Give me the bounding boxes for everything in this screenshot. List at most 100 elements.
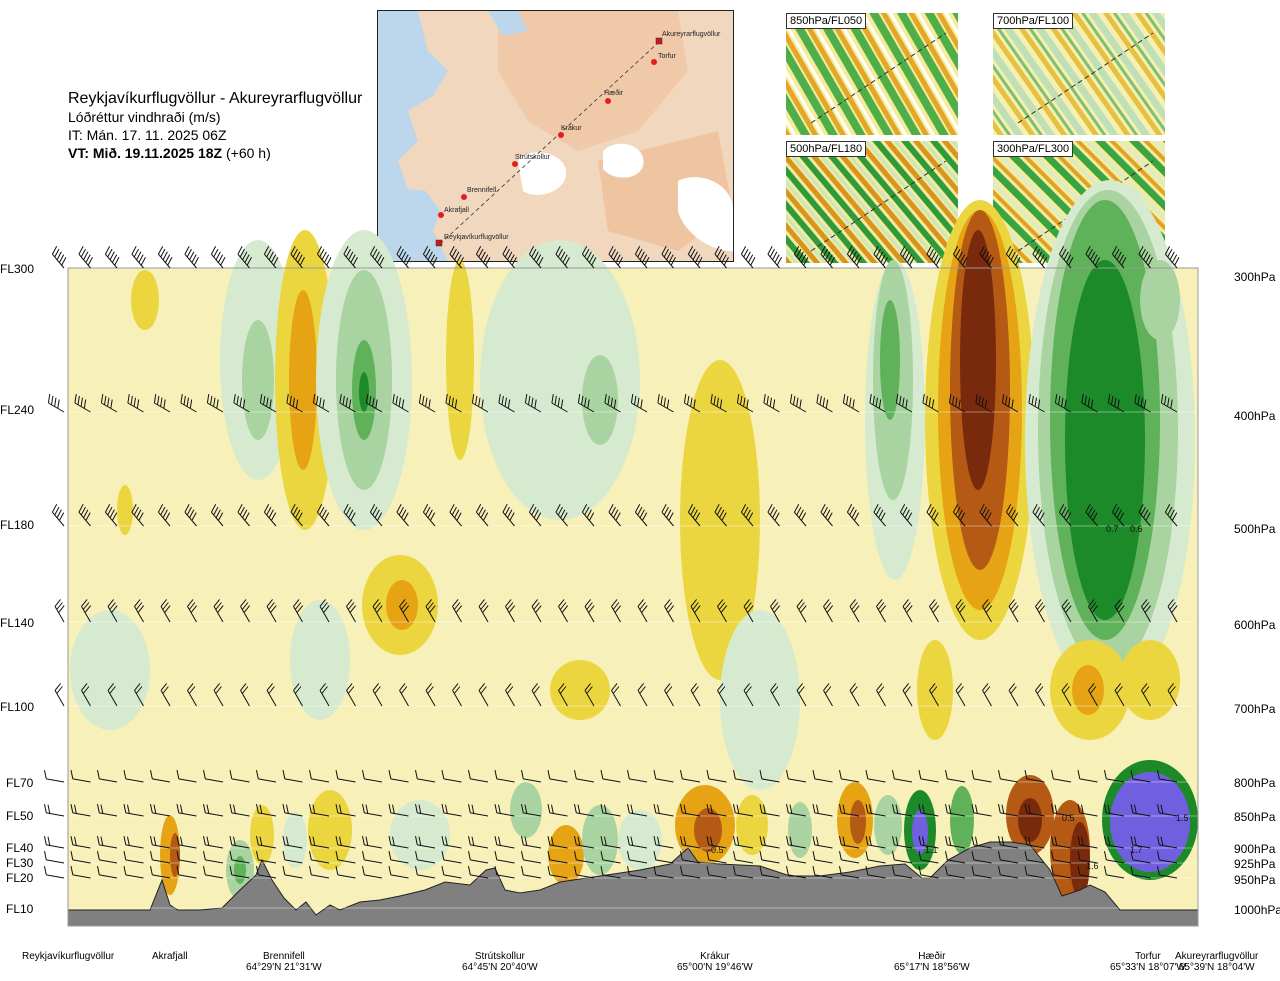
route-points [435,37,663,247]
wind-barb-stroke [343,246,358,269]
wind-barb [770,599,781,623]
wind-barb [418,394,436,413]
updraft-plume [1065,260,1145,620]
wind-barb [998,835,1019,849]
wind-barb-stroke [743,599,754,623]
wind-barb-stroke [604,394,621,413]
downdraft-plume [1120,640,1180,720]
wind-barb [134,683,144,707]
downdraft-plume [117,485,133,535]
wind-barb-stroke [1024,850,1045,864]
wind-barb-stroke [918,865,939,879]
wind-barb [104,246,120,269]
wind-barb-stroke [690,599,701,623]
wind-barb-stroke [637,599,648,623]
wind-barb [256,803,277,817]
wind-barb [865,835,886,849]
wind-barb [1160,394,1178,413]
wind-barb-stroke [547,850,568,864]
wind-barb [362,769,383,783]
wind-barb-stroke [256,803,277,817]
thumbnail-700[interactable]: 700hPa/FL100 [992,12,1166,136]
wind-barb-stroke [346,599,357,623]
wind-barb [555,246,570,269]
wind-barb-stroke [982,599,993,623]
wind-barb-stroke [865,835,886,849]
wind-barb [865,850,886,864]
wind-barb-stroke [468,850,489,864]
wind-barb [335,850,356,864]
wind-barb [706,769,727,783]
wind-barb-stroke [309,865,330,879]
wind-barb [127,394,144,413]
wind-barb-stroke [926,504,939,527]
wind-barb-stroke [441,803,462,817]
wind-barb-stroke [952,246,968,269]
wind-barb [54,599,65,623]
wind-barb [415,835,436,849]
wind-barb-stroke [634,504,648,527]
wind-barb-stroke [475,246,491,269]
wind-barb-stroke [44,865,65,879]
wind-barb [335,769,356,783]
wind-barb-stroke [733,850,754,864]
wind-barb-stroke [1134,394,1151,413]
wind-barb-stroke [1104,865,1125,879]
wind-barb-stroke [574,865,595,879]
wind-barb-stroke [706,803,727,817]
wind-barb-stroke [187,599,198,623]
wind-barb-stroke [502,246,517,269]
wind-barb-stroke [865,865,886,879]
wind-barb-stroke [1054,394,1072,413]
wind-barb-stroke [952,504,966,527]
wind-barb [873,246,888,269]
wind-barb-stroke [259,394,277,413]
wind-barb [1077,850,1098,864]
wind-barb-stroke [1051,865,1072,879]
wind-barb [733,865,754,879]
wind-barb-stroke [524,394,542,413]
wind-barb-stroke [70,835,91,849]
wind-barb [714,246,729,269]
wind-barb-stroke [213,683,224,707]
wind-barb-stroke [770,599,781,623]
wind-barb [415,803,436,817]
fl-label-300: FL300 [0,262,35,276]
wind-barb [952,504,966,527]
wind-barb [929,599,940,623]
wind-barb [680,850,701,864]
wind-barb [945,850,966,864]
wind-barb-stroke [1024,865,1045,879]
wind-barb [369,504,383,527]
wind-barb-stroke [770,683,780,707]
wind-barb [259,394,277,413]
wind-barb-stroke [1061,683,1072,707]
loc-reykjavik-name: Reykjavíkurflugvöllur [22,951,115,962]
wind-barb-stroke [1024,803,1045,817]
wind-barb [372,599,383,623]
value-annotation: 0.7 [1106,524,1119,534]
wind-barb-stroke [1008,599,1019,623]
wind-barb [229,769,250,783]
wind-barb-stroke [286,394,303,413]
wind-barb-stroke [1160,394,1178,413]
wind-barb [690,683,701,707]
wind-barb-stroke [1005,246,1021,269]
wind-barb-stroke [70,803,91,817]
thumbnail-850[interactable]: 850hPa/FL050 [785,12,959,136]
wind-barb-stroke [505,683,515,707]
wind-barb [47,394,65,413]
wind-barb [706,850,727,864]
wind-barb-stroke [680,835,701,849]
wind-barb-stroke [415,835,436,849]
wind-barb [176,865,197,879]
wind-barb-stroke [1167,683,1178,707]
wind-barb-stroke [157,246,173,269]
wind-barb [759,769,780,783]
wind-barb [892,803,913,817]
wind-barb [422,246,438,269]
thumbnail-500[interactable]: 500hPa/FL180 [785,140,959,264]
wind-barb-stroke [213,599,224,623]
wind-barb-stroke [706,835,727,849]
wind-barb-stroke [505,599,516,623]
